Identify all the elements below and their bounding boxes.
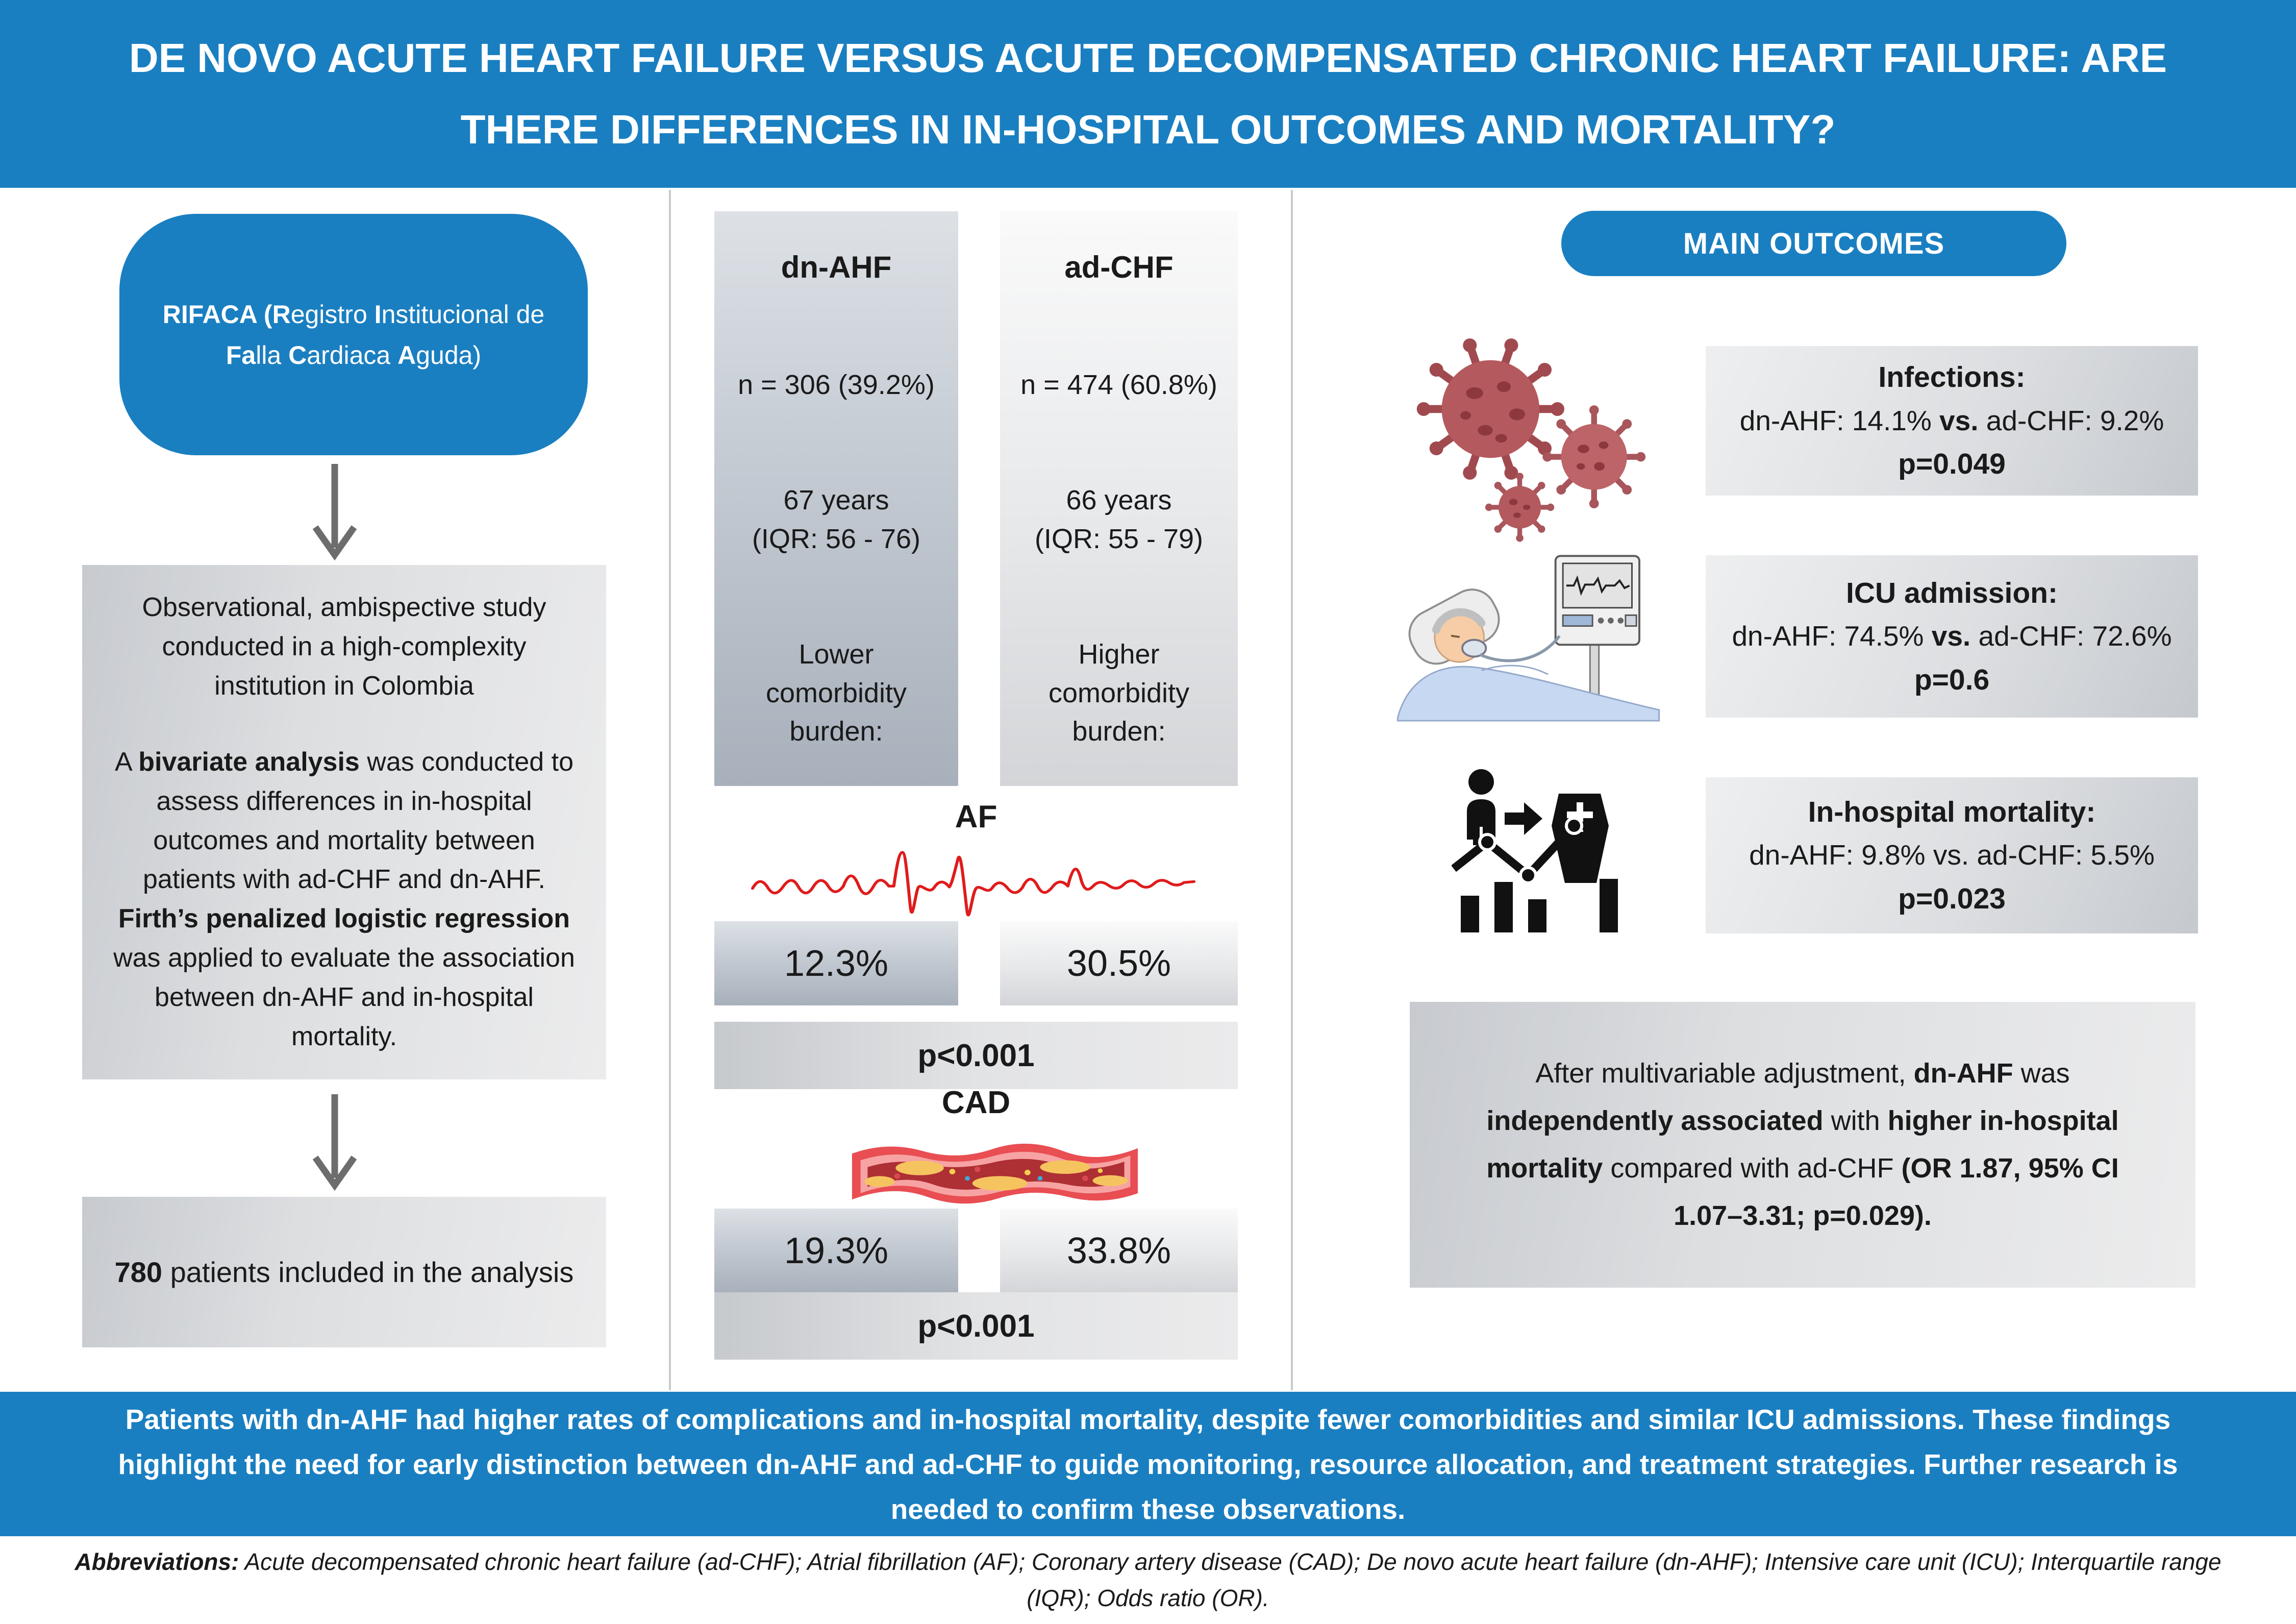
icu-p-value: p=0.6 — [1914, 663, 1990, 696]
group-n: n = 474 (60.8%) — [1020, 369, 1217, 400]
group-age: 67 years (IQR: 56 - 76) — [752, 485, 921, 554]
study-paragraph-1: Observational, ambispective study conduc… — [142, 592, 546, 701]
icu-box: ICU admission: dn-AHF: 74.5% vs. ad-CHF:… — [1706, 555, 2198, 718]
icu-comparison: dn-AHF: 74.5% vs. ad-CHF: 72.6% — [1732, 620, 2172, 652]
adjustment-text: After multivariable adjustment, dn-AHF w… — [1486, 1058, 2119, 1231]
af-ad-value-box: 30.5% — [1000, 921, 1238, 1005]
abbreviations-text: Abbreviations: Acute decompensated chron… — [74, 1548, 2222, 1611]
cad-ad-value-box: 33.8% — [1000, 1209, 1238, 1293]
main-outcomes-pill: MAIN OUTCOMES — [1561, 211, 2066, 276]
group-burden: Higher comorbidity burden: — [1048, 639, 1190, 747]
flow-arrow-1 — [304, 462, 365, 569]
group-box-dn-ahf: dn-AHF n = 306 (39.2%) 67 years (IQR: 56… — [714, 211, 958, 786]
group-name: dn-AHF — [781, 250, 892, 284]
arrow-down-icon — [312, 1094, 357, 1191]
flow-arrow-2 — [304, 1092, 365, 1199]
mortality-comparison: dn-AHF: 9.8% vs. ad-CHF: 5.5% — [1749, 839, 2155, 871]
group-n: n = 306 (39.2%) — [738, 369, 935, 400]
mortality-chart-icon — [1451, 817, 1618, 932]
person-to-coffin-icon — [1467, 769, 1609, 883]
arrow-down-icon — [312, 464, 357, 561]
mortality-title: In-hospital mortality: — [1808, 795, 2096, 828]
infections-title: Infections: — [1878, 361, 2026, 394]
conclusion-text: Patients with dn-AHF had higher rates of… — [118, 1403, 2178, 1525]
mortality-box: In-hospital mortality: dn-AHF: 9.8% vs. … — [1706, 777, 2198, 933]
infections-comparison: dn-AHF: 14.1% vs. ad-CHF: 9.2% — [1739, 404, 2164, 436]
af-p-value-box: p<0.001 — [714, 1022, 1238, 1089]
study-paragraph-2: A bivariate analysis was conducted to as… — [113, 747, 575, 1052]
infections-box: Infections: dn-AHF: 14.1% vs. ad-CHF: 9.… — [1706, 346, 2198, 496]
adjustment-box: After multivariable adjustment, dn-AHF w… — [1410, 1002, 2195, 1288]
infections-p-value: p=0.049 — [1898, 448, 2006, 481]
rifaca-box: RIFACA (Registro Institucional de Falla … — [119, 214, 588, 455]
abbreviations: Abbreviations: Acute decompensated chron… — [0, 1536, 2296, 1624]
group-age: 66 years (IQR: 55 - 79) — [1034, 485, 1204, 554]
patients-text: 780 patients included in the analysis — [114, 1256, 574, 1288]
virus-icon — [1411, 324, 1666, 547]
study-box: Observational, ambispective study conduc… — [82, 565, 606, 1079]
column-divider-right — [1291, 190, 1293, 1390]
icu-title: ICU admission: — [1846, 576, 2058, 609]
patients-box: 780 patients included in the analysis — [82, 1197, 606, 1347]
group-burden: Lower comorbidity burden: — [765, 639, 907, 747]
cad-dn-value-box: 19.3% — [714, 1209, 958, 1293]
artery-icon — [850, 1136, 1140, 1212]
af-section-label: AF — [955, 799, 997, 834]
rifaca-text: RIFACA (Registro Institucional de Falla … — [162, 300, 545, 370]
mortality-icons — [1451, 766, 1656, 939]
group-name: ad-CHF — [1064, 250, 1174, 284]
mortality-p-value: p=0.023 — [1898, 882, 2006, 915]
conclusion-bar: Patients with dn-AHF had higher rates of… — [0, 1392, 2296, 1536]
title-bar: DE NOVO ACUTE HEART FAILURE VERSUS ACUTE… — [0, 0, 2296, 188]
group-box-ad-chf: ad-CHF n = 474 (60.8%) 66 years (IQR: 55… — [1000, 211, 1238, 786]
cad-section-label: CAD — [941, 1085, 1011, 1120]
page-title: DE NOVO ACUTE HEART FAILURE VERSUS ACUTE… — [129, 35, 2167, 152]
column-divider-left — [669, 190, 671, 1390]
ecg-icon — [750, 841, 1204, 918]
af-dn-value-box: 12.3% — [714, 921, 958, 1005]
hospital-bed-icon — [1378, 546, 1694, 724]
cad-p-value-box: p<0.001 — [714, 1292, 1238, 1360]
